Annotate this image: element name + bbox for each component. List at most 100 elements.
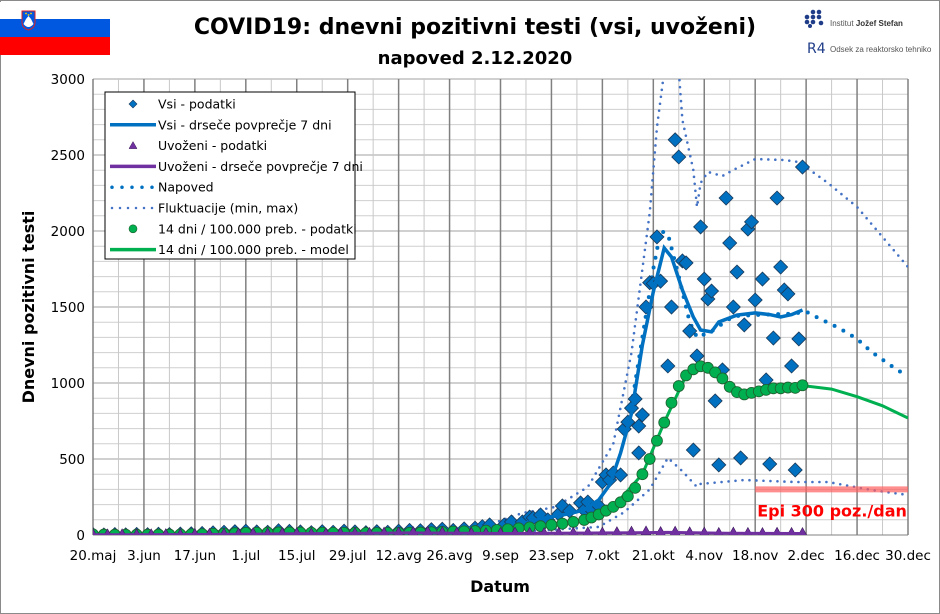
legend-label: Napoved xyxy=(158,180,214,195)
x-tick-label: 7.okt xyxy=(585,548,619,564)
vsi-podatki-point xyxy=(631,445,647,461)
14dni-podatki-point xyxy=(643,453,656,465)
14dni-podatki-point xyxy=(629,481,642,494)
y-tick-label: 500 xyxy=(59,452,85,468)
legend-label: Fluktuacije (min, max) xyxy=(158,201,298,216)
slovenia-flag xyxy=(0,2,110,55)
legend-label: Uvoženi - drseče povprečje 7 dni xyxy=(158,159,363,174)
vsi-podatki-point xyxy=(733,450,749,466)
vsi-podatki-point xyxy=(693,219,709,235)
ijs-dots-icon xyxy=(804,9,824,28)
vsi-podatki-point xyxy=(711,457,727,473)
vsi-podatki-point xyxy=(787,462,803,478)
legend-label: Vsi - podatki xyxy=(158,97,236,112)
x-tick-label: 1.jul xyxy=(231,548,260,564)
epi-300-label: Epi 300 poz./dan xyxy=(757,501,907,520)
coat-of-arms-icon xyxy=(21,10,36,31)
vsi-podatki-point xyxy=(736,317,752,333)
svg-text:Institut Jožef Stefan: Institut Jožef Stefan xyxy=(830,19,903,28)
vsi-povprecje-line xyxy=(93,244,804,535)
x-tick-label: 23.sep xyxy=(529,548,574,564)
x-tick-label: 20.maj xyxy=(70,548,117,564)
vsi-podatki-point xyxy=(747,292,763,308)
vsi-podatki-point xyxy=(743,214,760,230)
legend-box xyxy=(104,91,356,260)
x-tick-label: 18.nov xyxy=(732,548,778,564)
y-axis-ticks: 0 500 1000 1500 2000 2500 3000 xyxy=(51,72,85,544)
legend-item: Uvoženi - podatki xyxy=(128,138,267,153)
chart-subtitle: napoved 2.12.2020 xyxy=(378,48,573,69)
logo-odsek: Odsek za reaktorsko tehniko xyxy=(830,45,932,54)
epi-annotation: Epi 300 poz./dan xyxy=(755,486,908,520)
14dni-podatki-point xyxy=(672,380,685,392)
vsi-podatki-point xyxy=(725,299,741,315)
y-tick-label: 2500 xyxy=(51,148,85,164)
vsi-podatki-point xyxy=(718,190,734,206)
x-tick-label: 9.sep xyxy=(482,548,519,564)
y-tick-label: 2000 xyxy=(51,224,85,240)
14dni-podatki-point xyxy=(796,379,809,392)
ijs-logo: Institut Jožef Stefan R4 Odsek za reakto… xyxy=(804,9,932,57)
x-axis-label: Datum xyxy=(470,577,530,596)
legend-label: 14 dni / 100.000 preb. - podatki xyxy=(158,221,357,236)
x-tick-label: 15.jul xyxy=(278,548,316,564)
x-tick-label: 4.nov xyxy=(685,548,723,564)
vsi-podatki-point xyxy=(722,235,738,251)
x-tick-label: 16.dec xyxy=(834,548,880,564)
vsi-podatki-point xyxy=(754,271,771,287)
legend-item: Vsi - drseče povprečje 7 dni xyxy=(110,117,332,132)
y-tick-label: 1000 xyxy=(51,376,85,392)
y-axis-label: Dnevni pozitivni testi xyxy=(19,211,38,404)
vsi-podatki-point xyxy=(671,149,687,165)
x-tick-label: 30.dec xyxy=(885,548,931,564)
14dni-podatki-point xyxy=(658,416,671,429)
vsi-podatki-point xyxy=(794,159,811,175)
y-tick-label: 1500 xyxy=(51,300,85,316)
vsi-podatki-point xyxy=(634,407,650,423)
vsi-podatki-point xyxy=(696,271,712,287)
vsi-podatki-point xyxy=(703,283,720,299)
legend-item: Vsi - podatki xyxy=(128,97,236,112)
y-tick-label: 0 xyxy=(76,528,85,544)
vsi-podatki-point xyxy=(631,418,647,434)
vsi-podatki-point xyxy=(780,286,796,302)
legend-label: 14 dni / 100.000 preb. - model xyxy=(158,242,349,257)
vsi-podatki-point xyxy=(649,229,665,245)
vsi-podatki-point xyxy=(663,299,680,315)
vsi-podatki-point xyxy=(613,467,629,483)
vsi-podatki-point xyxy=(685,442,701,458)
vsi-podatki-point xyxy=(678,255,694,271)
vsi-podatki-point xyxy=(773,259,789,275)
chart-title: COVID19: dnevni pozitivni testi (vsi, uv… xyxy=(194,15,756,40)
vsi-podatki-point xyxy=(554,498,570,514)
x-tick-label: 21.okt xyxy=(632,548,675,564)
14dni-podatki-point xyxy=(716,372,729,385)
legend-label: Uvoženi - podatki xyxy=(158,138,267,153)
plot-marks xyxy=(93,79,908,535)
vsi-podatki-point xyxy=(729,264,745,280)
triangle-marker-icon xyxy=(128,141,138,149)
y-tick-label: 3000 xyxy=(51,72,85,88)
vsi-podatki-point xyxy=(660,358,676,374)
fluktuacije-min-line xyxy=(484,455,908,535)
vsi-podatki-point xyxy=(791,331,807,347)
diamond-marker-icon xyxy=(128,99,138,109)
logo-institut: Institut xyxy=(830,19,854,28)
14dni-podatki-point xyxy=(636,468,649,481)
x-tick-label: 2.dec xyxy=(788,548,825,564)
vsi-podatki-point xyxy=(765,330,781,346)
x-tick-label: 3.jun xyxy=(127,548,161,564)
vsi-podatki-point xyxy=(762,456,778,472)
uvozeni-povprecje-line xyxy=(93,530,803,535)
legend-label: Vsi - drseče povprečje 7 dni xyxy=(158,117,332,132)
circle-marker-icon xyxy=(128,224,138,234)
14dni-podatki-point xyxy=(651,434,663,447)
legend-item: Napoved xyxy=(110,180,214,195)
vsi-podatki-point xyxy=(682,323,698,339)
r4-logo-mark: R4 xyxy=(807,41,826,57)
x-tick-label: 12.avg xyxy=(375,548,421,564)
x-tick-label: 17.jun xyxy=(174,548,216,564)
14dni-podatki-point xyxy=(567,516,580,528)
legend: Vsi - podatki Vsi - drseče povprečje 7 dn… xyxy=(104,91,363,260)
